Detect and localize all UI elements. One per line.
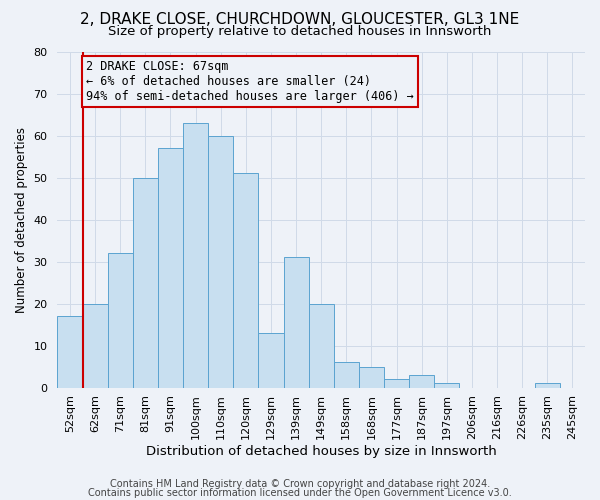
Text: Size of property relative to detached houses in Innsworth: Size of property relative to detached ho…: [109, 25, 491, 38]
Bar: [535, 384, 560, 388]
Bar: [409, 375, 434, 388]
Bar: [58, 316, 83, 388]
Bar: [434, 384, 460, 388]
Text: 2 DRAKE CLOSE: 67sqm
← 6% of detached houses are smaller (24)
94% of semi-detach: 2 DRAKE CLOSE: 67sqm ← 6% of detached ho…: [86, 60, 414, 103]
Bar: [107, 253, 133, 388]
Text: 2, DRAKE CLOSE, CHURCHDOWN, GLOUCESTER, GL3 1NE: 2, DRAKE CLOSE, CHURCHDOWN, GLOUCESTER, …: [80, 12, 520, 28]
Bar: [284, 258, 308, 388]
Bar: [83, 304, 107, 388]
Text: Contains public sector information licensed under the Open Government Licence v3: Contains public sector information licen…: [88, 488, 512, 498]
Bar: [208, 136, 233, 388]
Bar: [158, 148, 183, 388]
Bar: [334, 362, 359, 388]
Bar: [133, 178, 158, 388]
Bar: [183, 123, 208, 388]
Bar: [308, 304, 334, 388]
X-axis label: Distribution of detached houses by size in Innsworth: Distribution of detached houses by size …: [146, 444, 497, 458]
Y-axis label: Number of detached properties: Number of detached properties: [15, 126, 28, 312]
Bar: [259, 333, 284, 388]
Bar: [233, 174, 259, 388]
Bar: [384, 380, 409, 388]
Text: Contains HM Land Registry data © Crown copyright and database right 2024.: Contains HM Land Registry data © Crown c…: [110, 479, 490, 489]
Bar: [359, 366, 384, 388]
